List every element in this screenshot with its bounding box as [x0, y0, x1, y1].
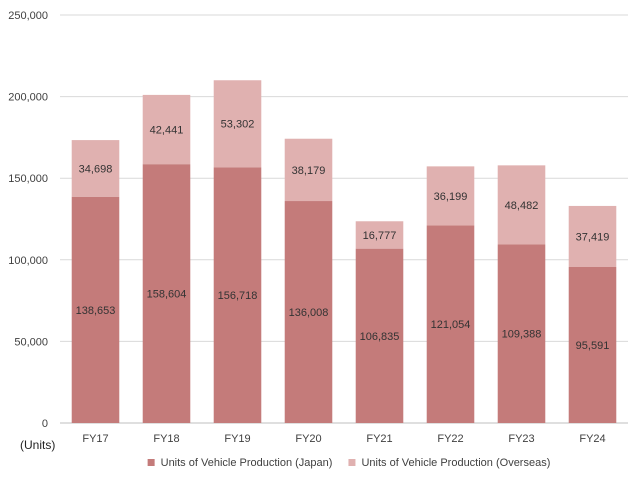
data-label: 138,653 — [76, 305, 116, 317]
data-label: 16,777 — [363, 230, 397, 242]
bar-segment-overseas — [355, 221, 404, 249]
bar-segment-japan — [355, 248, 404, 423]
x-category-label: FY22 — [437, 433, 463, 445]
y-tick-label: 200,000 — [8, 92, 48, 104]
data-label: 48,482 — [505, 200, 539, 212]
x-category-label: FY23 — [508, 433, 534, 445]
bar-segment-japan — [426, 225, 475, 423]
bar-segment-japan — [213, 167, 262, 423]
bar-segment-japan — [568, 266, 617, 423]
data-label: 37,419 — [576, 231, 610, 243]
legend: Units of Vehicle Production (Japan) Units… — [147, 457, 550, 469]
x-category-label: FY21 — [366, 433, 392, 445]
y-axis-unit-label: (Units) — [20, 438, 55, 452]
bar-segment-overseas — [142, 94, 191, 165]
legend-swatch — [147, 459, 155, 466]
data-label: 95,591 — [576, 340, 610, 352]
bar-segment-overseas — [284, 138, 333, 202]
bar-segment-japan — [284, 201, 333, 423]
data-label: 36,199 — [434, 191, 468, 203]
data-label: 38,179 — [292, 165, 326, 177]
data-label: 106,835 — [360, 331, 400, 343]
bar-segment-overseas — [71, 140, 120, 197]
data-label: 158,604 — [147, 289, 187, 301]
data-label: 34,698 — [79, 163, 113, 175]
data-label: 109,388 — [502, 329, 542, 341]
bar-segment-overseas — [426, 166, 475, 226]
y-tick-label: 0 — [42, 418, 48, 430]
legend-label: Units of Vehicle Production (Japan) — [161, 457, 333, 469]
axes: 0 50,000 100,000 150,000 200,000 250,000 FY17 F… — [8, 10, 605, 445]
x-category-label: FY18 — [153, 433, 179, 445]
data-label: 121,054 — [431, 319, 471, 331]
x-category-label: FY24 — [579, 433, 605, 445]
x-category-label: FY20 — [295, 433, 321, 445]
bars — [71, 80, 617, 424]
data-label: 156,718 — [218, 290, 258, 302]
bar-segment-overseas — [497, 165, 546, 245]
legend-label: Units of Vehicle Production (Overseas) — [361, 457, 550, 469]
bar-segment-overseas — [568, 205, 617, 267]
x-category-label: FY17 — [82, 433, 108, 445]
y-tick-label: 250,000 — [8, 10, 48, 22]
data-labels: 138,653 34,698 158,604 42,441 156,718 53,302 1… — [76, 119, 610, 352]
legend-swatch — [348, 459, 356, 466]
bar-segment-overseas — [213, 80, 262, 168]
bar-segment-japan — [142, 164, 191, 424]
bar-segment-japan — [497, 244, 546, 423]
x-category-label: FY19 — [224, 433, 250, 445]
data-label: 53,302 — [221, 119, 255, 131]
y-tick-label: 100,000 — [8, 255, 48, 267]
y-tick-label: 50,000 — [14, 336, 48, 348]
y-tick-label: 150,000 — [8, 173, 48, 185]
data-label: 42,441 — [150, 125, 184, 137]
bar-segment-japan — [71, 196, 120, 423]
data-label: 136,008 — [289, 307, 329, 319]
